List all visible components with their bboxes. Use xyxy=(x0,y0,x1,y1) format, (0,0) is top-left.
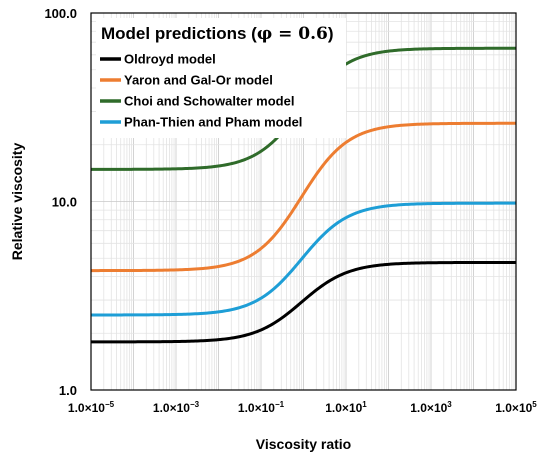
x-tick-mantissa: 1.0×10 xyxy=(68,401,105,415)
x-tick-label: 1.0×10−3 xyxy=(153,400,200,415)
chart-title: Model predictions (φ = 0.6) xyxy=(101,24,334,44)
legend-background xyxy=(96,18,346,138)
x-tick-exponent: −5 xyxy=(105,400,115,409)
y-tick-label: 100.0 xyxy=(44,6,77,21)
x-tick-label: 1.0×101 xyxy=(325,400,367,415)
x-tick-label: 1.0×105 xyxy=(495,400,537,415)
x-axis-title: Viscosity ratio xyxy=(256,436,351,452)
x-tick-exponent: 3 xyxy=(447,400,452,409)
y-tick-labels: 1.0 10.0 100.0 xyxy=(44,6,77,398)
x-tick-mantissa: 1.0×10 xyxy=(495,401,532,415)
series-line-3 xyxy=(91,201,516,317)
legend-label-0: Oldroyd model xyxy=(124,52,216,67)
x-tick-exponent: −1 xyxy=(275,400,285,409)
x-tick-mantissa: 1.0×10 xyxy=(325,401,362,415)
chart-title-text: Model predictions ( xyxy=(101,24,257,43)
x-tick-mantissa: 1.0×10 xyxy=(410,401,447,415)
x-tick-labels: 1.0×10−5 1.0×10−3 1.0×10−1 1.0×101 1.0×103 1.… xyxy=(68,400,537,415)
series-line-1 xyxy=(91,121,516,273)
legend-label-2: Choi and Schowalter model xyxy=(124,94,294,109)
y-tick-label: 10.0 xyxy=(52,195,77,210)
chart-title-math: φ = 0.6 xyxy=(257,24,328,44)
x-tick-exponent: 5 xyxy=(532,400,537,409)
x-tick-exponent: −3 xyxy=(190,400,200,409)
x-tick-mantissa: 1.0×10 xyxy=(238,401,275,415)
x-tick-mantissa: 1.0×10 xyxy=(153,401,190,415)
x-tick-label: 1.0×10−1 xyxy=(238,400,285,415)
chart-title-close: ) xyxy=(328,24,334,43)
legend-label-3: Phan-Thien and Pham model xyxy=(124,115,302,130)
legend: Model predictions (φ = 0.6) Oldroyd mode… xyxy=(96,18,346,138)
x-tick-label: 1.0×10−5 xyxy=(68,400,115,415)
x-tick-exponent: 1 xyxy=(362,400,367,409)
plot-frame xyxy=(90,12,517,391)
x-tick-label: 1.0×103 xyxy=(410,400,452,415)
series-line-0 xyxy=(91,260,516,344)
y-tick-label: 1.0 xyxy=(59,383,77,398)
legend-label-1: Yaron and Gal-Or model xyxy=(124,73,273,88)
y-axis-title: Relative viscosity xyxy=(9,143,25,261)
